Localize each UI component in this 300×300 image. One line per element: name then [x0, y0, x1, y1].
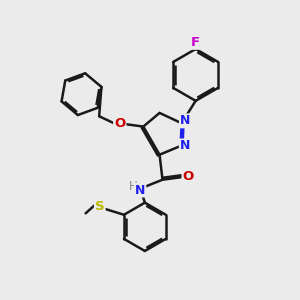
Text: N: N	[135, 184, 145, 196]
Text: O: O	[182, 170, 194, 183]
Text: F: F	[191, 36, 200, 49]
Text: N: N	[180, 140, 190, 152]
Text: H: H	[129, 180, 137, 193]
Text: N: N	[180, 114, 190, 127]
Text: S: S	[95, 200, 105, 213]
Text: O: O	[114, 116, 125, 130]
